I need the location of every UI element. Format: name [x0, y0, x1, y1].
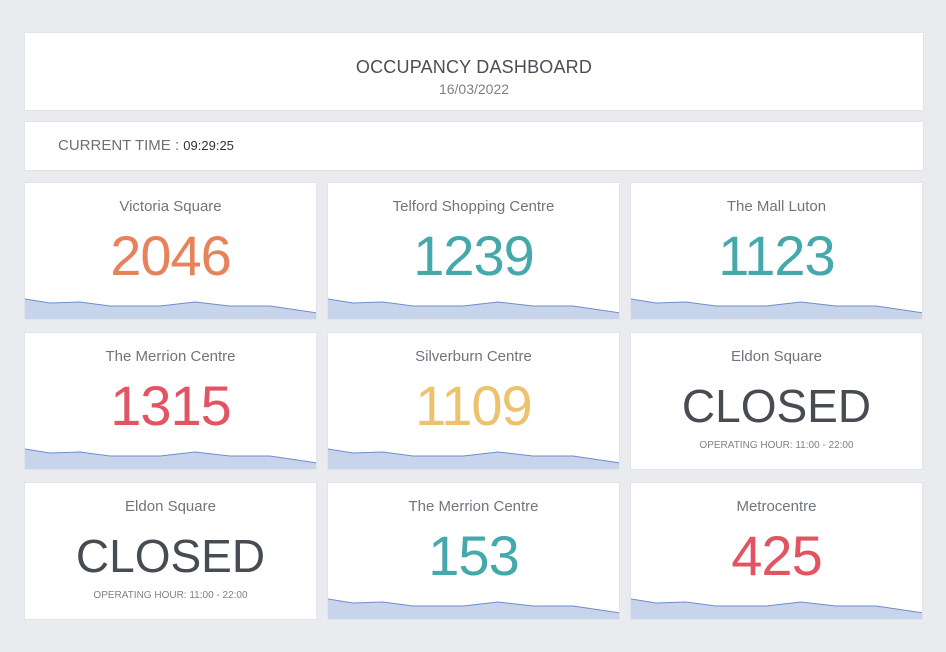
sparkline-line [328, 598, 619, 614]
sparkline-line [25, 298, 316, 314]
occupancy-count: 425 [731, 524, 822, 587]
occupancy-count: 1123 [718, 224, 835, 287]
sparkline-line [25, 448, 316, 464]
trend-sparkline [328, 298, 619, 319]
location-card: The Mall Luton 1123 [630, 182, 923, 320]
page-date: 16/03/2022 [438, 81, 510, 97]
location-name: Metrocentre [736, 498, 817, 515]
sparkline-area [631, 599, 922, 619]
occupancy-count: 153 [428, 524, 519, 587]
location-card: Eldon Square CLOSED OPERATING HOUR: 11:00 … [24, 482, 317, 620]
occupancy-count: 1239 [413, 224, 535, 287]
location-name: Eldon Square [731, 348, 822, 365]
location-card: Silverburn Centre 1109 [327, 332, 620, 470]
location-card: The Merrion Centre 1315 [24, 332, 317, 470]
location-name: Telford Shopping Centre [392, 198, 555, 215]
dashboard-header: OCCUPANCY DASHBOARD 16/03/2022 [24, 32, 924, 111]
sparkline-line [631, 598, 922, 614]
location-card: The Merrion Centre 153 [327, 482, 620, 620]
trend-sparkline [631, 298, 922, 319]
current-time-label: CURRENT TIME : 09:29:25 [58, 137, 234, 154]
operating-hours: OPERATING HOUR: 11:00 - 22:00 [699, 440, 854, 451]
current-time-caption: CURRENT TIME : [58, 137, 180, 154]
closed-status: CLOSED [681, 380, 872, 432]
location-card: Eldon Square CLOSED OPERATING HOUR: 11:00 … [630, 332, 923, 470]
sparkline-area [328, 599, 619, 619]
page-title: OCCUPANCY DASHBOARD [355, 57, 593, 77]
sparkline-area [25, 299, 316, 319]
location-name: Eldon Square [125, 498, 216, 515]
location-card: Telford Shopping Centre 1239 [327, 182, 620, 320]
trend-sparkline [328, 448, 619, 469]
location-card: Metrocentre 425 [630, 482, 923, 620]
occupancy-count: 1109 [415, 374, 532, 437]
occupancy-count: 2046 [110, 224, 232, 287]
location-name: The Mall Luton [726, 198, 827, 215]
trend-sparkline [328, 598, 619, 619]
sparkline-area [25, 449, 316, 469]
location-card: Victoria Square 2046 [24, 182, 317, 320]
location-name: The Merrion Centre [408, 498, 539, 515]
sparkline-line [631, 298, 922, 314]
sparkline-area [328, 299, 619, 319]
trend-sparkline [25, 298, 316, 319]
location-name: Silverburn Centre [415, 348, 532, 365]
location-name: Victoria Square [119, 198, 222, 215]
trend-sparkline [631, 598, 922, 619]
sparkline-line [328, 298, 619, 314]
sparkline-area [328, 449, 619, 469]
operating-hours: OPERATING HOUR: 11:00 - 22:00 [93, 590, 248, 601]
closed-status: CLOSED [75, 530, 266, 582]
trend-sparkline [25, 448, 316, 469]
current-time-bar: CURRENT TIME : 09:29:25 [24, 121, 924, 171]
sparkline-area [631, 299, 922, 319]
current-time-value: 09:29:25 [183, 138, 234, 153]
sparkline-line [328, 448, 619, 464]
location-name: The Merrion Centre [105, 348, 236, 365]
occupancy-count: 1315 [110, 374, 232, 437]
